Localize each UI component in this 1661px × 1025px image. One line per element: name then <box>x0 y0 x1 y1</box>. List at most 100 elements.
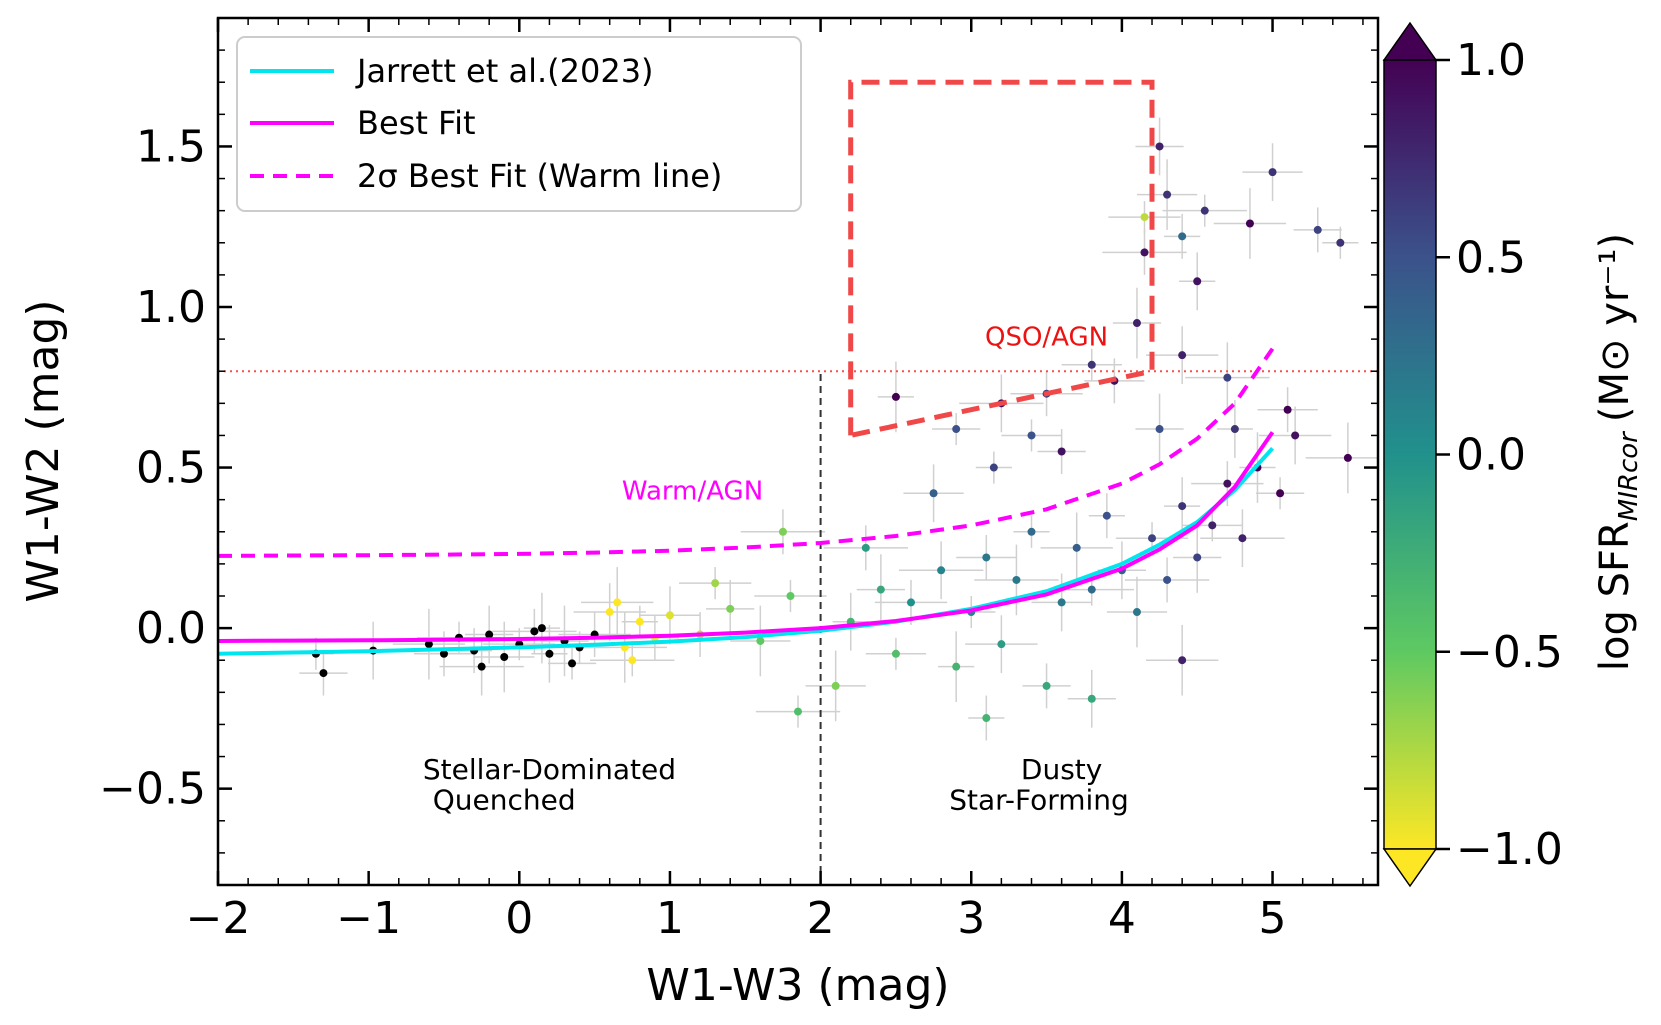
jarrett-curve <box>218 446 1274 656</box>
scatter-point <box>568 659 577 668</box>
scatter-point <box>786 592 795 600</box>
scatter-point <box>1230 425 1239 434</box>
scatter-point <box>1178 502 1187 511</box>
annotation-quenched: Quenched <box>433 784 576 817</box>
scatter-point <box>876 585 885 594</box>
colorbar-label-units: (M⊙ yr⁻¹) <box>1592 233 1638 422</box>
scatter-point <box>1132 319 1141 328</box>
colorbar-ticks: −1.0 −0.5 0.0 0.5 1.0 <box>1436 35 1563 875</box>
x-tick-label: 0 <box>505 893 533 944</box>
colorbar-tick-label: −1.0 <box>1456 824 1563 875</box>
colorbar-tick-label: 0.0 <box>1456 430 1526 481</box>
qso-agn-box <box>848 79 1155 438</box>
colorbar-label: log SFRMIRcor (M⊙ yr⁻¹) <box>1592 233 1644 671</box>
x-tick-label: 4 <box>1108 893 1136 944</box>
y-tick-label: 1.0 <box>136 282 206 333</box>
colorbar-top-extension <box>1382 21 1438 61</box>
scatter-point <box>756 636 765 645</box>
scatter-point <box>1283 405 1292 414</box>
legend-label-jarrett: Jarrett et al.(2023) <box>355 52 654 90</box>
scatter-point <box>613 598 622 607</box>
scatter-point <box>537 624 546 633</box>
colorbar-label-main: log SFR <box>1592 521 1638 671</box>
scatter-point <box>1336 238 1345 247</box>
scatter-point <box>1057 598 1066 607</box>
scatter-point <box>906 598 915 607</box>
scatter-point <box>1178 656 1187 665</box>
scatter-point <box>1178 351 1187 360</box>
scatter-point <box>929 489 938 498</box>
scatter-point <box>1163 190 1172 199</box>
y-axis: −0.5 0.0 0.5 1.0 1.5 <box>99 49 1378 886</box>
legend: Jarrett et al.(2023) Best Fit 2σ Best Fi… <box>236 36 802 212</box>
scatter-point <box>937 566 946 575</box>
x-axis-label: W1-W3 (mag) <box>646 960 949 1011</box>
scatter-point <box>1208 521 1217 530</box>
scatter-point <box>1027 431 1036 440</box>
qso-agn-region <box>848 79 1155 438</box>
scatter-point <box>891 392 900 401</box>
scatter-point <box>726 604 735 613</box>
y-tick-label: 1.5 <box>136 121 206 172</box>
colorbar: −1.0 −0.5 0.0 0.5 1.0 log SFRMIRcor (M⊙ yr⁻¹) <box>1382 21 1644 888</box>
scatter-point <box>794 707 802 716</box>
scatter-point <box>477 662 486 671</box>
scatter-point <box>982 553 991 562</box>
scatter-point <box>952 425 961 434</box>
colorbar-gradient <box>1383 59 1437 850</box>
y-axis-label: W1-W2 (mag) <box>18 299 69 602</box>
best-fit-curve <box>218 431 1275 643</box>
scatter-point <box>1245 219 1254 228</box>
colorbar-label-subscript: MIRcor <box>1614 430 1644 521</box>
scatter-point <box>778 527 787 536</box>
scatter-point <box>982 714 991 723</box>
x-tick-label: 5 <box>1259 893 1287 944</box>
scatter-point <box>1072 543 1081 552</box>
legend-label-warm-line: 2σ Best Fit (Warm line) <box>357 157 722 195</box>
scatter-point <box>1223 479 1232 488</box>
warm-line-curve <box>218 347 1275 558</box>
scatter-point <box>1343 453 1352 462</box>
scatter-point <box>1087 585 1096 594</box>
x-tick-label: 3 <box>957 893 985 944</box>
scatter-point <box>665 611 674 620</box>
scatter-point <box>439 649 448 658</box>
scatter-point <box>1087 694 1096 703</box>
scatter-point <box>424 640 433 649</box>
scatter-point <box>1193 553 1202 562</box>
scatter-point <box>1276 489 1285 498</box>
scatter-point <box>1268 168 1277 177</box>
legend-label-best-fit: Best Fit <box>357 104 476 142</box>
annotation-star-forming: Star-Forming <box>949 784 1129 817</box>
annotation-warm-agn: Warm/AGN <box>622 477 763 507</box>
scatter-point <box>319 669 328 678</box>
scatter-point <box>831 681 840 690</box>
x-tick-label: 1 <box>656 893 684 944</box>
scatter-point <box>605 608 614 617</box>
annotation-dusty: Dusty <box>1021 753 1102 786</box>
plot-area <box>218 79 1378 885</box>
scatter-point <box>1027 527 1036 536</box>
scatter-point <box>1057 447 1066 456</box>
plot-frame <box>216 16 1380 887</box>
colorbar-tick-label: 0.5 <box>1456 232 1526 283</box>
fit-curves <box>218 347 1275 656</box>
y-tick-label: 0.0 <box>136 603 206 654</box>
legend-frame <box>236 36 802 212</box>
scatter-point <box>1102 511 1111 520</box>
scatter-point <box>1148 534 1157 543</box>
scatter-point <box>1178 232 1187 241</box>
scatter-point <box>1132 608 1141 617</box>
x-tick-label: −1 <box>336 893 401 944</box>
scatter-point <box>1163 575 1172 584</box>
x-tick-label: −2 <box>186 893 251 944</box>
scatter-point <box>1012 575 1021 584</box>
x-axis: −2 −1 0 1 2 3 4 5 <box>186 18 1364 944</box>
scatter-point <box>485 630 494 639</box>
annotations: QSO/AGN Warm/AGN Stellar-Dominated Quenc… <box>423 323 1129 817</box>
y-tick-label: −0.5 <box>99 764 206 815</box>
scatter-point <box>891 649 900 658</box>
scatter-point <box>1238 534 1247 543</box>
annotation-qso-agn: QSO/AGN <box>985 323 1108 353</box>
scatter-point <box>861 543 870 552</box>
